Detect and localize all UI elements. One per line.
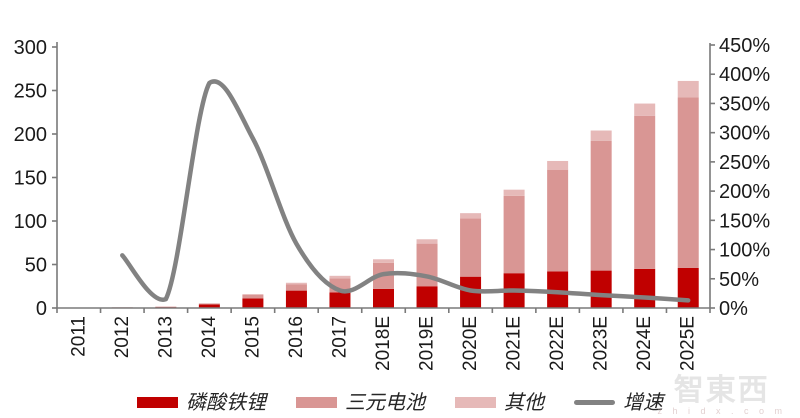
x-axis-label-2025E: 2025E	[678, 316, 699, 371]
y-left-tick-label: 300	[14, 37, 47, 59]
bar-segment-ncm-2025E	[677, 97, 699, 268]
y-right-tick-label: 150%	[719, 210, 770, 232]
bar-segment-lfp-2017	[329, 292, 351, 308]
bar-segment-other-2022E	[547, 160, 569, 170]
bar-segment-ncm-2016	[285, 284, 307, 291]
bar-segment-ncm-2023E	[590, 140, 612, 271]
x-axis-label-2016: 2016	[286, 316, 307, 358]
legend-swatch-growth	[574, 399, 615, 405]
bar-segment-lfp-2023E	[590, 270, 612, 308]
x-axis-label-2014: 2014	[199, 316, 220, 359]
y-right-tick-label: 350%	[719, 93, 770, 115]
bar-segment-lfp-2019E	[416, 286, 438, 308]
bar-segment-ncm-2015	[242, 294, 264, 299]
y-right-tick-label: 450%	[719, 35, 770, 57]
bar-segment-other-2021E	[503, 189, 525, 196]
bar-segment-other-2015	[242, 294, 264, 295]
bar-segment-ncm-2014	[198, 303, 220, 305]
bar-segment-other-2016	[285, 282, 307, 285]
legend-item-growth: 增速	[574, 392, 663, 412]
legend-label-other: 其他	[504, 390, 544, 414]
y-left-tick-label: 50	[25, 255, 47, 277]
y-right-tick-label: 400%	[719, 64, 770, 86]
bar-segment-other-2025E	[677, 80, 699, 98]
x-axis-label-2024E: 2024E	[634, 316, 655, 371]
growth-line	[120, 79, 691, 303]
bar-segment-lfp-2022E	[547, 271, 569, 308]
bar-segment-other-2020E	[460, 213, 482, 219]
y-right-tick-label: 200%	[719, 181, 770, 203]
legend-label-growth: 增速	[623, 390, 663, 414]
y-left-tick-label: 150	[14, 168, 47, 190]
y-right-tick-label: 0%	[719, 298, 748, 320]
legend-item-ncm: 三元电池	[296, 392, 425, 412]
x-axis-label-2017: 2017	[329, 316, 350, 358]
bar-segment-lfp-2014	[198, 304, 220, 308]
legend-swatch-other	[455, 396, 496, 408]
bar-segment-other-2017	[329, 275, 351, 279]
y-right-tick-label: 250%	[719, 152, 770, 174]
x-axis-label-2023E: 2023E	[591, 316, 612, 371]
x-axis-label-2012: 2012	[112, 316, 133, 358]
bar-segment-ncm-2022E	[547, 169, 569, 272]
bar-segment-lfp-2018E	[373, 288, 394, 308]
y-left-tick-label: 250	[14, 81, 47, 103]
x-axis-label-2011: 2011	[68, 316, 89, 357]
bar-segment-lfp-2015	[242, 298, 264, 308]
bar-segment-ncm-2021E	[503, 195, 525, 274]
x-axis-label-2022E: 2022E	[547, 316, 568, 371]
x-axis-label-2019E: 2019E	[417, 316, 438, 371]
bar-segment-lfp-2024E	[634, 268, 656, 308]
x-axis-label-2018E: 2018E	[373, 316, 394, 371]
x-axis-label-2021E: 2021E	[504, 316, 525, 371]
y-left-tick-label: 0	[36, 298, 47, 320]
combo-chart: 0 50 100 150 200 250 300 0% 50% 100% 150% 200% 250% 3…	[14, 35, 771, 371]
legend-item-other: 其他	[455, 392, 544, 412]
bar-segment-ncm-2020E	[460, 218, 482, 277]
bar-segment-other-2018E	[373, 259, 394, 263]
bar-segment-other-2024E	[634, 103, 656, 116]
x-axis-label-2013: 2013	[155, 316, 176, 358]
legend-swatch-ncm	[296, 396, 337, 408]
x-axis-label-2015: 2015	[242, 316, 263, 358]
y-right-tick-label: 50%	[719, 269, 759, 291]
y-left-tick-label: 200	[14, 124, 47, 146]
bar-segment-ncm-2024E	[634, 115, 656, 269]
legend-swatch-lfp	[137, 396, 178, 408]
bar-segment-other-2023E	[590, 130, 612, 141]
y-right-tick-label: 300%	[719, 123, 770, 145]
bar-segment-other-2019E	[416, 239, 438, 244]
x-axis-label-2020E: 2020E	[460, 316, 481, 371]
y-left-tick-label: 100	[14, 211, 47, 233]
legend-label-ncm: 三元电池	[345, 390, 425, 414]
y-right-tick-label: 100%	[719, 240, 770, 262]
legend-label-lfp: 磷酸铁锂	[186, 390, 266, 414]
bar-segment-lfp-2016	[285, 290, 307, 308]
chart-legend: 磷酸铁锂 三元电池 其他 增速	[0, 392, 800, 412]
legend-item-lfp: 磷酸铁锂	[137, 392, 266, 412]
